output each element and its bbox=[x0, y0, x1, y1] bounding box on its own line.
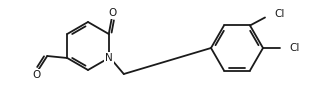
Text: N: N bbox=[105, 53, 113, 63]
Text: Cl: Cl bbox=[289, 43, 299, 53]
Text: Cl: Cl bbox=[274, 10, 284, 20]
Text: O: O bbox=[32, 70, 40, 80]
Text: O: O bbox=[109, 8, 117, 18]
